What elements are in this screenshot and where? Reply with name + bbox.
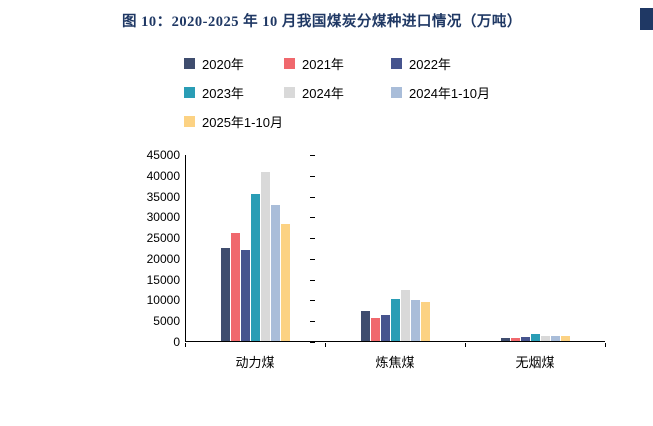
bar xyxy=(261,171,271,341)
legend-swatch xyxy=(391,87,402,98)
legend-swatch xyxy=(184,87,195,98)
x-axis-ticks xyxy=(185,343,606,348)
legend-label: 2023年 xyxy=(202,86,244,101)
bar xyxy=(281,224,291,341)
y-axis-tick-label: 40000 xyxy=(146,168,180,183)
bar xyxy=(540,335,550,341)
legend-label: 2025年1-10月 xyxy=(202,115,283,130)
legend-swatch xyxy=(391,58,402,69)
x-axis-labels: 动力煤 炼焦煤 无烟煤 xyxy=(185,352,605,371)
legend-item[interactable]: 2021年 xyxy=(284,54,391,73)
bar xyxy=(550,336,560,341)
y-axis-tick-label: 5000 xyxy=(153,314,180,329)
x-axis-tick xyxy=(605,343,606,347)
bar xyxy=(520,336,530,341)
legend-swatch xyxy=(284,87,295,98)
x-axis-tick xyxy=(185,343,186,347)
legend-swatch xyxy=(284,58,295,69)
bar xyxy=(411,299,420,341)
legend-label: 2024年 xyxy=(302,86,344,101)
bar-group xyxy=(465,155,605,341)
chart-title: 图 10：2020-2025 年 10 月我国煤炭分煤种进口情况（万吨） xyxy=(122,14,522,30)
y-axis-tick xyxy=(310,279,315,281)
bar xyxy=(251,193,261,341)
y-axis-tick xyxy=(310,300,315,302)
chart-header: 图 10：2020-2025 年 10 月我国煤炭分煤种进口情况（万吨） xyxy=(0,6,653,32)
bar xyxy=(221,247,231,341)
y-axis-tick xyxy=(310,258,315,260)
legend-swatch xyxy=(184,116,195,127)
bar xyxy=(510,337,520,341)
legend-swatch xyxy=(184,58,195,69)
y-axis-tick xyxy=(310,238,315,240)
y-axis-tick xyxy=(310,155,315,156)
y-axis-tick-label: 10000 xyxy=(146,293,180,308)
x-axis-category-label: 动力煤 xyxy=(235,355,275,370)
bar xyxy=(530,333,540,341)
bar-group xyxy=(186,155,326,341)
y-axis-tick xyxy=(310,175,315,177)
bar xyxy=(241,250,251,341)
legend-label: 2021年 xyxy=(302,57,344,72)
y-axis-tick-label: 0 xyxy=(173,335,180,349)
y-axis-tick xyxy=(310,217,315,219)
bar xyxy=(560,336,570,341)
bar xyxy=(371,318,380,341)
y-axis-tick-label: 45000 xyxy=(146,148,180,162)
plot-area xyxy=(185,155,605,342)
bar xyxy=(401,289,410,341)
legend-label: 2024年1-10月 xyxy=(409,86,490,101)
header-marker xyxy=(640,8,653,30)
bar xyxy=(381,314,390,341)
y-axis-tick-label: 35000 xyxy=(146,189,180,204)
legend-item[interactable]: 2025年1-10月 xyxy=(184,112,284,131)
legend-item[interactable]: 2023年 xyxy=(184,83,284,102)
bar xyxy=(271,205,281,341)
x-axis-category-label: 炼焦煤 xyxy=(375,355,415,370)
y-axis-tick-label: 25000 xyxy=(146,231,180,246)
bar xyxy=(500,338,510,341)
x-axis-tick xyxy=(465,343,466,347)
legend-item[interactable]: 2024年 xyxy=(284,83,391,102)
bar xyxy=(421,301,430,341)
legend-item[interactable]: 2022年 xyxy=(391,54,551,73)
y-axis-tick xyxy=(310,196,315,198)
y-axis-tick-label: 15000 xyxy=(146,272,180,287)
chart-legend: 2020年 2021年 2022年 2023年 2024年 2024年1-10月 2025年… xyxy=(184,54,551,131)
y-axis-tick xyxy=(310,321,315,323)
y-axis-tick-label: 30000 xyxy=(146,210,180,225)
bar xyxy=(231,232,241,341)
x-axis-tick xyxy=(325,343,326,347)
legend-label: 2022年 xyxy=(409,57,451,72)
x-axis-category-label: 无烟煤 xyxy=(515,355,555,370)
legend-item[interactable]: 2024年1-10月 xyxy=(391,83,551,102)
legend-item[interactable]: 2020年 xyxy=(184,54,284,73)
bar xyxy=(361,311,370,341)
y-axis-tick-label: 20000 xyxy=(146,251,180,266)
bar xyxy=(391,299,400,341)
legend-label: 2020年 xyxy=(202,57,244,72)
y-axis: 0 5000 10000 15000 20000 25000 30000 35000 40000… xyxy=(130,0,315,426)
bar-group xyxy=(326,155,466,341)
y-axis-tick xyxy=(310,342,315,343)
